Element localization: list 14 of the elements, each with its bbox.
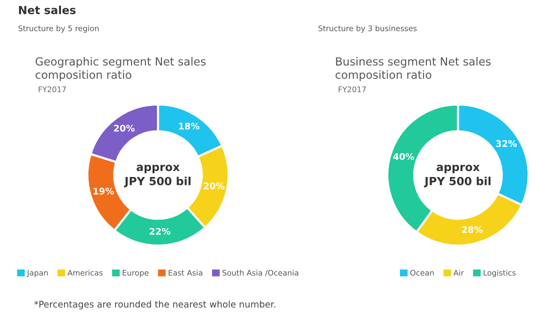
data-label: 40% [393, 153, 414, 160]
data-label: 22% [150, 228, 170, 235]
data-label: 19% [94, 188, 114, 195]
text: Net sales [19, 6, 76, 14]
data-label: 32% [496, 140, 517, 147]
text: approx JPY 500 bil [424, 164, 490, 188]
data-label: 20% [204, 182, 224, 190]
chart-title: Geographic segment Net sales composition ratio [36, 57, 206, 82]
data-label: 18% [179, 122, 200, 130]
text: *Percentages are rounded the nearest whole number. [34, 300, 276, 310]
data-label: 28% [462, 226, 483, 233]
text: approx JPY 500 bil [124, 164, 190, 188]
chart-title: Business segment Net sales composition ratio [336, 57, 491, 82]
data-label: 20% [114, 124, 135, 132]
